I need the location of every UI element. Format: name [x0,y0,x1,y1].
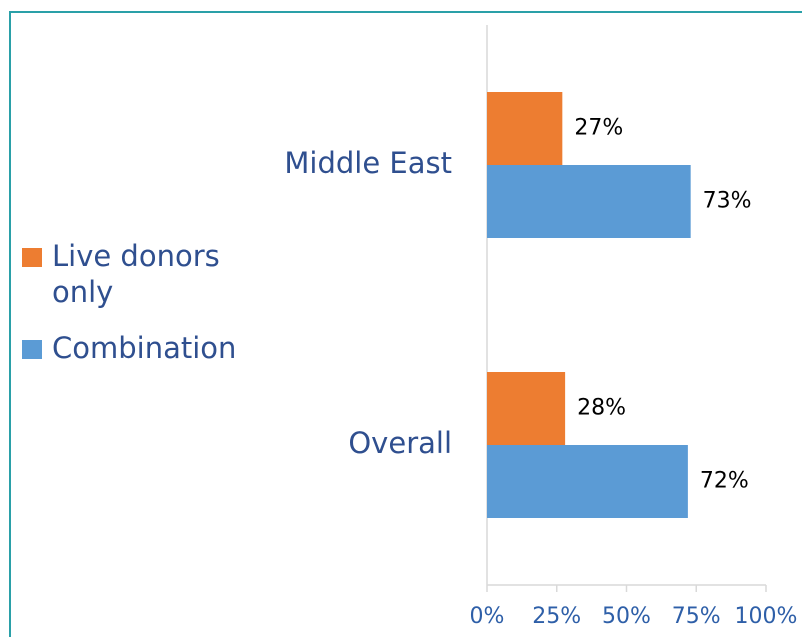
x-tick-label: 50% [602,604,651,629]
value-label: 27% [574,116,623,141]
legend-item: Live donors only [22,238,252,310]
value-label: 28% [577,396,626,421]
category-label: Overall [348,426,452,460]
legend-swatch [22,340,42,359]
bar [487,372,566,445]
legend-item: Combination [22,330,252,366]
x-tick-label: 75% [672,604,721,629]
legend-label: Combination [52,331,237,365]
bar [487,165,691,238]
bar [487,445,688,518]
legend-label: Live donors only [52,239,220,309]
x-tick-label: 100% [735,604,798,629]
x-tick-label: 0% [470,604,505,629]
frame [9,11,802,637]
legend-swatch [22,248,42,267]
value-label: 73% [703,189,752,214]
bar [487,92,563,165]
value-label: 72% [700,469,749,494]
x-tick-label: 25% [532,604,581,629]
category-label: Middle East [284,146,452,180]
